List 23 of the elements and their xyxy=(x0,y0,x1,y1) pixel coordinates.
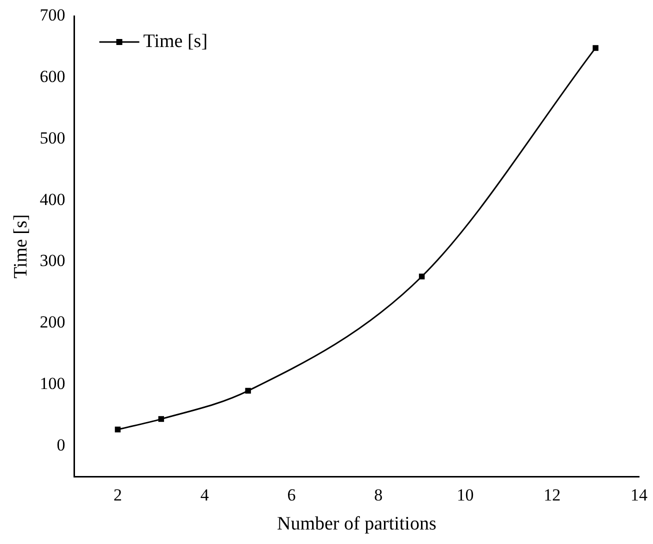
y-tick-label: 100 xyxy=(40,374,66,394)
x-tick-label: 6 xyxy=(287,485,296,504)
y-tick-label: 600 xyxy=(40,66,66,86)
point xyxy=(114,426,121,432)
x-tick-label: 4 xyxy=(200,485,210,504)
y-tick-label: 700 xyxy=(40,5,66,24)
x-tick-label: 12 xyxy=(544,485,561,504)
x-tick-label: 8 xyxy=(374,485,383,504)
y-axis-title: Time [s] xyxy=(10,214,32,279)
point xyxy=(592,45,598,51)
x-tick-label: 2 xyxy=(113,485,122,504)
y-tick-label: 200 xyxy=(40,312,66,332)
y-tick-label: 400 xyxy=(40,190,66,209)
x-tick-label: 14 xyxy=(630,485,648,504)
point xyxy=(245,388,251,394)
x-tick-label: 10 xyxy=(456,485,474,504)
y-tick-label: 300 xyxy=(40,251,66,270)
y-tick-label: 0 xyxy=(56,436,66,455)
point xyxy=(158,416,164,422)
legend-label: Time [s] xyxy=(143,30,208,52)
point xyxy=(418,274,425,280)
x-axis-title: Number of partitions xyxy=(276,514,436,535)
y-tick-label: 500 xyxy=(40,128,66,148)
